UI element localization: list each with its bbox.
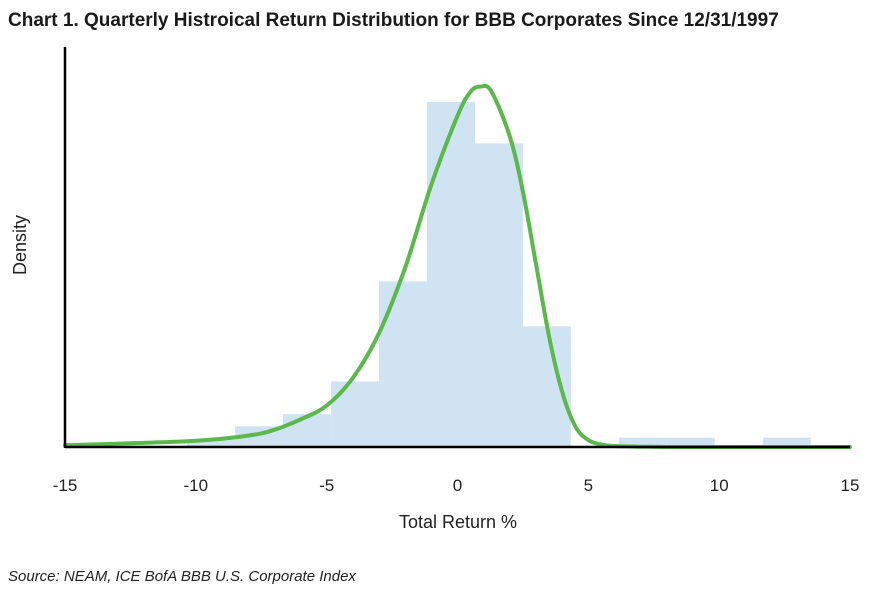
histogram-bar — [762, 437, 811, 447]
histogram-bars — [187, 102, 811, 448]
source-note: Source: NEAM, ICE BofA BBB U.S. Corporat… — [8, 568, 356, 585]
histogram-bar — [379, 281, 427, 447]
x-tick-label: -15 — [53, 476, 78, 495]
y-axis-label: Density — [10, 215, 30, 275]
histogram-bar — [331, 381, 379, 447]
histogram-bar — [618, 437, 667, 447]
x-tick-labels: -15 -10 -5 0 5 10 15 — [53, 476, 860, 495]
x-tick-label: -10 — [184, 476, 209, 495]
histogram-bar — [426, 102, 475, 447]
chart-title: Chart 1. Quarterly Histroical Return Dis… — [8, 10, 779, 31]
histogram-bar — [522, 326, 571, 448]
x-tick-label: 15 — [841, 476, 860, 495]
x-axis-label: Total Return % — [399, 512, 517, 532]
histogram-bar — [283, 414, 332, 447]
histogram-bar — [475, 143, 523, 447]
x-tick-label: 5 — [584, 476, 593, 495]
histogram-bar — [187, 439, 236, 447]
x-tick-label: 10 — [710, 476, 729, 495]
histogram-bar — [666, 437, 715, 447]
x-tick-label: -5 — [319, 476, 334, 495]
x-tick-label: 0 — [453, 476, 462, 495]
